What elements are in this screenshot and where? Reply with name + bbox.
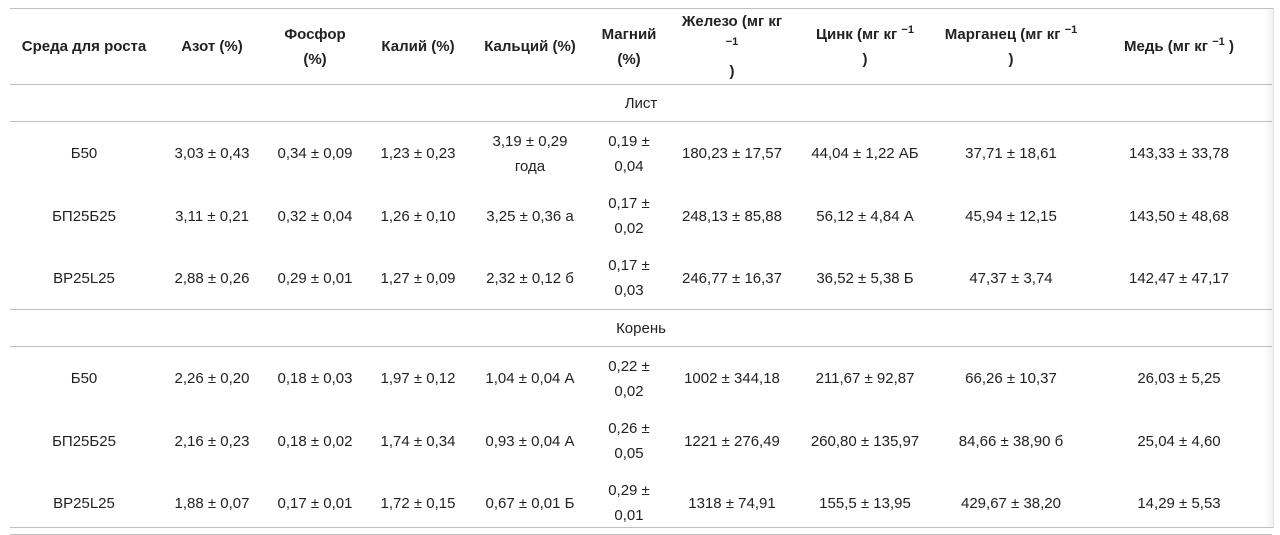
cell-calcium: 3,25 ± 0,36 а	[486, 207, 574, 225]
header-iron-close: )	[729, 63, 735, 80]
cell-potassium: 1,74 ± 0,34	[380, 432, 456, 450]
header-zinc: Цинк (мг кг −1)	[794, 9, 936, 85]
cell-magnesium: 0,17 ± 0,02	[608, 195, 650, 237]
cell-zinc: 211,67 ± 92,87	[815, 370, 915, 387]
cell-medium: БП25Б25	[52, 432, 116, 450]
header-zinc-label: Цинк (мг кг	[816, 25, 898, 43]
table-body: Лист Б50 3,03 ± 0,43 0,34 ± 0,09 1,23 ± …	[10, 84, 1272, 535]
cell-nitrogen: 1,88 ± 0,07	[158, 472, 266, 535]
table-row: Б50 2,26 ± 0,20 0,18 ± 0,03 1,97 ± 0,12 …	[10, 347, 1272, 411]
cell-calcium: 2,32 ± 0,12 б	[472, 247, 588, 310]
section-title-root: Корень	[10, 309, 1272, 347]
cell-nitrogen: 2,88 ± 0,26	[158, 247, 266, 310]
table-row: BP25L25 2,88 ± 0,26 0,29 ± 0,01 1,27 ± 0…	[10, 247, 1272, 310]
header-copper-label: Медь (мг кг	[1124, 38, 1209, 55]
cell-iron: 1221 ± 276,49	[684, 432, 780, 450]
header-potassium: Калий (%)	[364, 9, 472, 85]
table-container: Среда для роста Азот (%) Фосфор (%) Кали…	[10, 8, 1274, 535]
cell-calcium: 3,19 ± 0,29 года	[492, 132, 568, 175]
cell-copper: 143,33 ± 33,78	[1129, 145, 1229, 162]
cell-medium: Б50	[70, 370, 98, 387]
nutrient-table: Среда для роста Азот (%) Фосфор (%) Кали…	[10, 9, 1272, 535]
header-manganese: Марганец (мг кг −1)	[936, 9, 1086, 85]
cell-zinc: 56,12 ± 4,84 А	[816, 207, 914, 225]
header-zinc-unit-exponent: −1	[901, 23, 914, 36]
cell-nitrogen: 2,26 ± 0,20	[174, 370, 250, 387]
cell-phosphorus: 0,17 ± 0,01	[266, 472, 364, 535]
section-row-root: Корень	[10, 309, 1272, 347]
cell-copper: 26,03 ± 5,25	[1137, 370, 1221, 387]
cell-phosphorus: 0,34 ± 0,09	[277, 145, 353, 162]
cell-magnesium: 0,17 ± 0,03	[588, 247, 670, 310]
cell-medium: БП25Б25	[52, 207, 116, 225]
cell-zinc: 260,80 ± 135,97	[810, 432, 920, 450]
cell-medium: BP25L25	[10, 247, 158, 310]
cell-potassium: 1,23 ± 0,23	[380, 145, 456, 162]
cell-phosphorus: 0,18 ± 0,02	[277, 432, 353, 450]
table-row: Б50 3,03 ± 0,43 0,34 ± 0,09 1,23 ± 0,23 …	[10, 122, 1272, 186]
cell-copper: 25,04 ± 4,60	[1137, 432, 1221, 450]
cell-manganese: 429,67 ± 38,20	[936, 472, 1086, 535]
section-title-leaf: Лист	[10, 84, 1272, 122]
cell-potassium: 1,27 ± 0,09	[364, 247, 472, 310]
table-row: BP25L25 1,88 ± 0,07 0,17 ± 0,01 1,72 ± 0…	[10, 472, 1272, 535]
cell-zinc: 155,5 ± 13,95	[794, 472, 936, 535]
header-iron-unit-exponent: −1	[725, 36, 739, 48]
header-phosphorus: Фосфор (%)	[266, 9, 364, 85]
cell-copper: 142,47 ± 47,17	[1086, 247, 1272, 310]
header-manganese-close: )	[1008, 50, 1014, 68]
header-nitrogen: Азот (%)	[158, 9, 266, 85]
cell-iron: 1002 ± 344,18	[684, 370, 780, 387]
cell-copper: 14,29 ± 5,53	[1086, 472, 1272, 535]
header-magnesium: Магний (%)	[588, 9, 670, 85]
header-row: Среда для роста Азот (%) Фосфор (%) Кали…	[10, 9, 1272, 85]
header-copper: Медь (мг кг −1 )	[1086, 9, 1272, 85]
cell-magnesium: 0,22 ± 0,02	[608, 357, 650, 400]
header-copper-unit-exponent: −1	[1212, 36, 1225, 48]
cell-nitrogen: 2,16 ± 0,23	[174, 432, 250, 450]
cell-potassium: 1,97 ± 0,12	[380, 370, 456, 387]
cell-magnesium: 0,29 ± 0,01	[588, 472, 670, 535]
cell-nitrogen: 3,11 ± 0,21	[175, 207, 249, 225]
cell-manganese: 45,94 ± 12,15	[965, 207, 1057, 225]
header-iron: Железо (мг кг −1)	[670, 9, 794, 85]
cell-phosphorus: 0,32 ± 0,04	[277, 207, 353, 225]
header-manganese-label: Марганец (мг кг	[944, 25, 1061, 43]
cell-manganese: 66,26 ± 10,37	[965, 370, 1057, 387]
header-zinc-close: )	[862, 50, 868, 68]
cell-zinc: 44,04 ± 1,22 АБ	[811, 145, 919, 162]
header-medium: Среда для роста	[10, 9, 158, 85]
cell-calcium: 1,04 ± 0,04 А	[485, 370, 575, 387]
cell-phosphorus: 0,18 ± 0,03	[277, 370, 353, 387]
cell-manganese: 47,37 ± 3,74	[936, 247, 1086, 310]
cell-zinc: 36,52 ± 5,38 Б	[794, 247, 936, 310]
header-manganese-unit-exponent: −1	[1064, 23, 1078, 36]
cell-calcium: 0,93 ± 0,04 А	[485, 432, 575, 450]
cell-manganese: 37,71 ± 18,61	[965, 145, 1057, 162]
table-row: БП25Б25 3,11 ± 0,21 0,32 ± 0,04 1,26 ± 0…	[10, 185, 1272, 247]
table-row: БП25Б25 2,16 ± 0,23 0,18 ± 0,02 1,74 ± 0…	[10, 410, 1272, 472]
cell-medium: BP25L25	[10, 472, 158, 535]
section-row-leaf: Лист	[10, 84, 1272, 122]
cell-phosphorus: 0,29 ± 0,01	[266, 247, 364, 310]
cell-potassium: 1,72 ± 0,15	[364, 472, 472, 535]
cell-iron: 246,77 ± 16,37	[670, 247, 794, 310]
cell-potassium: 1,26 ± 0,10	[380, 207, 456, 225]
header-calcium: Кальций (%)	[472, 9, 588, 85]
cell-copper: 143,50 ± 48,68	[1129, 207, 1229, 225]
header-copper-close: )	[1228, 38, 1234, 55]
cell-medium: Б50	[70, 145, 98, 162]
cell-magnesium: 0,19 ± 0,04	[608, 132, 650, 175]
cell-calcium: 0,67 ± 0,01 Б	[472, 472, 588, 535]
table-header: Среда для роста Азот (%) Фосфор (%) Кали…	[10, 9, 1272, 85]
cell-manganese: 84,66 ± 38,90 б	[958, 432, 1064, 450]
header-iron-label: Железо (мг кг	[681, 13, 783, 30]
cell-nitrogen: 3,03 ± 0,43	[174, 145, 250, 162]
cell-magnesium: 0,26 ± 0,05	[608, 420, 650, 462]
cell-iron: 180,23 ± 17,57	[682, 145, 782, 162]
cell-iron: 1318 ± 74,91	[670, 472, 794, 535]
scroll-edge-shadow	[1265, 9, 1273, 527]
cell-iron: 248,13 ± 85,88	[682, 207, 782, 225]
